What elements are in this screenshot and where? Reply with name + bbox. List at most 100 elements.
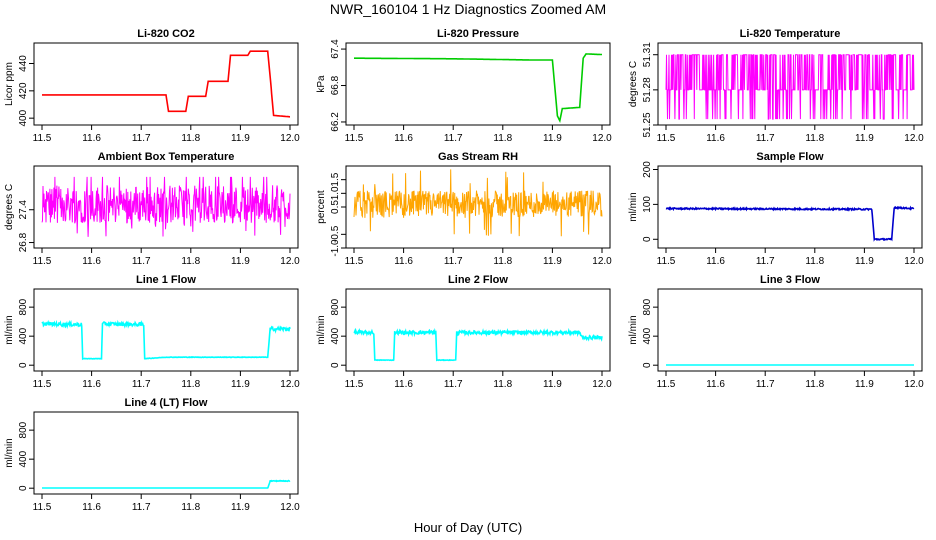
x-tick-label: 11.7 xyxy=(132,133,151,144)
x-tick-label: 11.6 xyxy=(706,379,725,390)
y-tick-label: 200 xyxy=(642,161,653,178)
chart-panel: Li-820 Temperature 11.5 11.6 11.7 11.8 11.9 12… xyxy=(628,28,924,144)
y-tick-label: 0 xyxy=(330,362,341,368)
y-tick-label: 800 xyxy=(642,298,653,315)
plot-frame xyxy=(657,42,923,126)
x-tick-label: 11.5 xyxy=(345,133,364,144)
panel-title: Line 3 Flow xyxy=(760,274,820,286)
x-tick-label: 11.6 xyxy=(82,502,101,513)
x-tick-label: 11.7 xyxy=(444,379,463,390)
x-tick-label: 11.7 xyxy=(132,379,151,390)
x-tick-label: 11.5 xyxy=(33,379,52,390)
x-tick-label: 12.0 xyxy=(592,379,612,390)
x-tick-label: 11.7 xyxy=(132,256,151,267)
x-tick-label: 12.0 xyxy=(280,502,300,513)
y-tick-label: 0 xyxy=(18,485,29,491)
y-tick-label: 51.28 xyxy=(642,77,653,102)
plot-frame xyxy=(33,165,299,249)
x-tick-label: 12.0 xyxy=(904,256,924,267)
plot-frame xyxy=(33,288,299,372)
y-tick-label: 800 xyxy=(18,421,29,438)
x-tick-label: 11.8 xyxy=(181,256,200,267)
x-tick-label: 11.6 xyxy=(706,133,725,144)
x-tick-label: 11.5 xyxy=(33,256,52,267)
y-tick-label: 0 xyxy=(642,236,653,242)
x-tick-label: 11.9 xyxy=(231,256,250,267)
series-line xyxy=(42,50,290,118)
panel-title: Line 1 Flow xyxy=(136,274,196,286)
y-tick-label: 66.8 xyxy=(330,75,341,95)
x-tick-label: 12.0 xyxy=(904,379,924,390)
y-tick-label: 800 xyxy=(330,298,341,315)
x-tick-label: 11.9 xyxy=(855,256,874,267)
x-tick-label: 11.5 xyxy=(345,379,364,390)
y-axis-label: ml/min xyxy=(4,438,15,467)
y-axis-label: ml/min xyxy=(4,315,15,344)
x-tick-label: 11.7 xyxy=(444,133,463,144)
x-tick-label: 12.0 xyxy=(592,256,612,267)
y-tick-label: 26.8 xyxy=(18,232,29,252)
y-tick-label: 400 xyxy=(642,327,653,344)
y-tick-label: 100 xyxy=(642,196,653,213)
chart-panel: Line 4 (LT) Flow 11.5 11.6 11.7 11.8 11.9 12.0… xyxy=(4,397,300,513)
x-tick-label: 11.6 xyxy=(706,256,725,267)
x-tick-label: 11.6 xyxy=(394,133,413,144)
x-tick-label: 11.8 xyxy=(181,379,200,390)
y-tick-label: 1.0 xyxy=(330,186,341,200)
panel-title: Line 4 (LT) Flow xyxy=(125,397,208,409)
y-tick-label: 27.4 xyxy=(18,200,29,220)
x-tick-label: 11.8 xyxy=(493,256,512,267)
x-tick-label: 11.7 xyxy=(756,379,775,390)
chart-panel: Sample Flow 11.5 11.6 11.7 11.8 11.9 12.0 0 100 2… xyxy=(628,151,924,267)
x-tick-label: 11.6 xyxy=(394,379,413,390)
plot-frame xyxy=(33,42,299,126)
x-tick-label: 11.8 xyxy=(493,133,512,144)
y-tick-label: 440 xyxy=(18,55,29,72)
x-tick-label: 11.7 xyxy=(444,256,463,267)
x-tick-label: 11.9 xyxy=(231,502,250,513)
plot-frame xyxy=(345,42,611,126)
plot-frame xyxy=(345,288,611,372)
series-line xyxy=(41,319,291,361)
y-tick-label: 800 xyxy=(18,298,29,315)
panel-title: Gas Stream RH xyxy=(438,151,518,163)
panel-title: Line 2 Flow xyxy=(448,274,508,286)
chart-panel: Line 3 Flow 11.5 11.6 11.7 11.8 11.9 12.0 0 400 8… xyxy=(628,274,924,390)
x-tick-label: 11.8 xyxy=(805,133,824,144)
chart-panel: Li-820 CO2 11.5 11.6 11.7 11.8 11.9 12.0 400 420… xyxy=(4,28,300,144)
x-tick-label: 11.7 xyxy=(756,256,775,267)
y-tick-label: 400 xyxy=(330,327,341,344)
y-axis-label: ml/min xyxy=(316,315,327,344)
y-tick-label: 400 xyxy=(18,450,29,467)
y-axis-label: degrees C xyxy=(4,184,15,230)
x-tick-label: 11.8 xyxy=(181,133,200,144)
y-tick-label: 0.5 xyxy=(330,200,341,214)
y-tick-label: 67.4 xyxy=(330,39,341,59)
x-tick-label: 11.9 xyxy=(855,133,874,144)
x-tick-label: 11.9 xyxy=(543,133,562,144)
x-tick-label: 11.5 xyxy=(345,256,364,267)
y-tick-label: 0 xyxy=(18,362,29,368)
x-tick-label: 12.0 xyxy=(904,133,924,144)
x-tick-label: 12.0 xyxy=(592,133,612,144)
y-tick-label: -1.0 xyxy=(330,239,341,257)
y-tick-label: 66.2 xyxy=(330,112,341,132)
y-axis-label: degrees C xyxy=(628,61,639,107)
chart-panel: Line 1 Flow 11.5 11.6 11.7 11.8 11.9 12.0 0 400 8… xyxy=(4,274,300,390)
y-tick-label: 0 xyxy=(642,362,653,368)
y-tick-label: 400 xyxy=(18,327,29,344)
y-axis-label: percent xyxy=(316,190,327,224)
plot-frame xyxy=(33,411,299,495)
x-tick-label: 11.8 xyxy=(181,502,200,513)
plot-frame xyxy=(657,165,923,249)
x-tick-label: 11.5 xyxy=(657,379,676,390)
x-tick-label: 12.0 xyxy=(280,133,300,144)
panel-title: Li-820 Pressure xyxy=(437,28,519,40)
y-axis-label: ml/min xyxy=(628,192,639,221)
series-line xyxy=(42,479,291,489)
y-tick-label: 1.5 xyxy=(330,172,341,186)
x-tick-label: 11.6 xyxy=(394,256,413,267)
x-tick-label: 11.9 xyxy=(543,379,562,390)
series-line xyxy=(353,327,603,362)
